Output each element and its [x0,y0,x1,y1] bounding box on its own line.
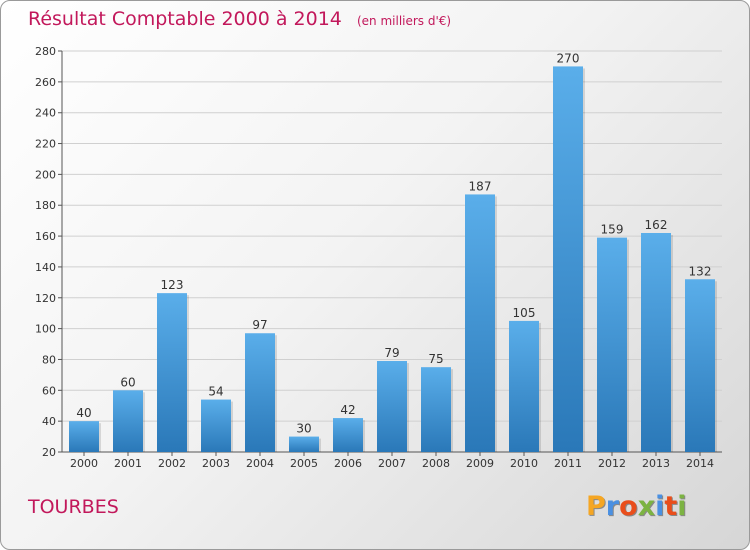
data-label: 97 [252,318,267,332]
data-label: 159 [601,223,624,237]
x-tick-label: 2011 [554,457,582,470]
bar-2000 [69,421,99,452]
x-tick-label: 2001 [114,457,142,470]
chart-subtitle: (en milliers d'€) [356,14,452,28]
proxiti-logo[interactable]: Proxiti [586,491,687,522]
data-label: 30 [296,422,311,436]
x-tick-label: 2007 [378,457,406,470]
logo-letter: P [586,491,606,522]
y-tick-label: 80 [42,353,56,366]
logo-letter: o [619,491,638,522]
x-tick-label: 2010 [510,457,538,470]
y-tick-label: 180 [35,199,56,212]
x-tick-label: 2014 [686,457,714,470]
bars [69,66,717,452]
data-label: 187 [469,179,492,193]
bar-2005 [289,436,319,452]
bar-2011 [553,66,583,452]
chart-title: Résultat Comptable 2000 à 2014 [28,8,342,30]
logo-letter: x [637,491,656,522]
x-tick-label: 2003 [202,457,230,470]
data-label: 60 [120,375,135,389]
y-tick-label: 60 [42,384,56,397]
bar-2006 [333,418,363,452]
bar-2007 [377,361,407,452]
place-name: TOURBES [28,496,119,518]
logo-letter: t [664,491,678,522]
y-tick-label: 40 [42,415,56,428]
y-tick-label: 160 [35,230,56,243]
y-tick-label: 240 [35,107,56,120]
data-label: 54 [208,385,223,399]
bar-2008 [421,367,451,452]
y-tick-label: 280 [35,45,56,58]
data-label: 79 [384,346,399,360]
x-tick-label: 2012 [598,457,626,470]
y-tick-label: 220 [35,138,56,151]
x-tick-label: 2006 [334,457,362,470]
data-label: 105 [513,306,536,320]
y-tick-label: 120 [35,292,56,305]
x-tick-label: 2004 [246,457,274,470]
data-labels: 40 60 123 54 97 30 42 79 75 187 105 270 159 162 132 [76,51,711,435]
bar-2004 [245,333,275,452]
y-tick-label: 100 [35,323,56,336]
data-label: 123 [161,278,184,292]
data-label: 162 [645,218,668,232]
x-tick-label: 2000 [70,457,98,470]
bar-2012 [597,237,627,452]
data-label: 40 [76,406,91,420]
bar-2014 [685,279,715,452]
bar-2001 [113,390,143,452]
title-line: Résultat Comptable 2000 à 2014 (en milli… [28,8,451,30]
x-tick-label: 2002 [158,457,186,470]
logo-letter: i [677,491,687,522]
x-tick-label: 2005 [290,457,318,470]
data-label: 75 [428,352,443,366]
logo-letter: i [655,491,665,522]
logo-letter: r [605,491,620,522]
bar-2003 [201,399,231,452]
bar-2010 [509,320,539,452]
x-tick-label: 2013 [642,457,670,470]
y-tick-label: 20 [42,446,56,459]
y-tick-label: 140 [35,261,56,274]
y-tick-label: 260 [35,76,56,89]
bar-2013 [641,232,671,452]
bar-2002 [157,293,187,452]
x-tick-label: 2008 [422,457,450,470]
x-tick-label: 2009 [466,457,494,470]
bar-2009 [465,194,495,452]
data-label: 42 [340,403,355,417]
data-label: 270 [557,51,580,65]
y-tick-label: 200 [35,168,56,181]
data-label: 132 [689,264,712,278]
